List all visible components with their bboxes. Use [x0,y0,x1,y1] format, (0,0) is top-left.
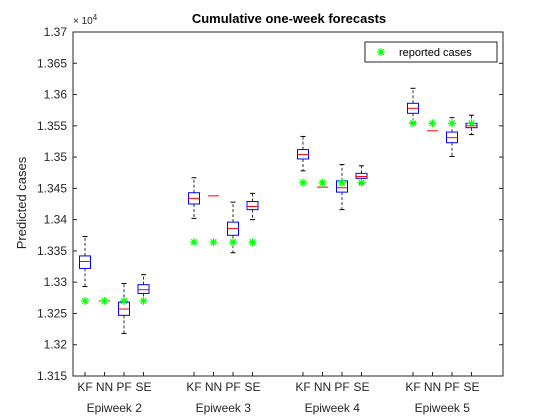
x-tick-label: SE [135,380,151,394]
y-tick-label: 1.36 [44,88,68,102]
reported-case-marker [229,238,237,247]
y-tick-label: 1.345 [37,181,67,195]
y-tick-label: 1.34 [44,213,68,227]
reported-case-marker [428,119,437,128]
x-tick-label: KF [77,380,92,394]
reported-case-marker [467,119,476,128]
y-tick-label: 1.365 [37,56,67,70]
reported-case-marker [81,296,89,305]
x-tick-label: NN [314,380,331,394]
y-tick-label: 1.355 [37,119,67,133]
y-tick-label: 1.32 [44,338,68,352]
y-axis-label: Predicted cases [14,156,29,249]
x-tick-label: NN [96,380,113,394]
reported-case-marker [338,178,346,187]
y-tick-label: 1.335 [37,244,67,258]
reported-case-marker [299,178,307,187]
box-kf [79,255,91,269]
y-tick-label: 1.33 [44,275,68,289]
plot-area: 1.315 1.32 1.325 1.33 1.335 1.34 1.345 1.35 1.35… [37,13,504,415]
box-se [355,172,368,179]
group-label: Epiweek 3 [196,401,252,415]
reported-case-marker [139,296,148,305]
legend-marker [377,48,385,56]
group-label: Epiweek 2 [87,401,143,415]
legend-box [364,41,498,63]
x-tick-label: PF [334,380,349,394]
y-tick-label: 1.35 [44,150,68,164]
x-tick-label: PF [225,380,240,394]
y-tick-label: 1.37 [44,25,68,39]
reported-case-marker [357,178,366,187]
x-tick-label: SE [353,380,369,394]
y-tick-label: 1.325 [37,306,67,320]
x-tick-label: KF [295,380,310,394]
reported-case-marker [209,238,218,247]
chart-title: Cumulative one-week forecasts [192,11,386,26]
x-tick-label: PF [444,380,459,394]
y-exponent-power: 4 [93,13,98,22]
box-se [137,284,150,294]
reported-case-marker [409,119,417,128]
x-tick-label: NN [424,380,441,394]
reported-case-marker [190,238,198,247]
y-exponent-label: × 104 [73,13,98,27]
x-tick-label: PF [116,380,131,394]
legend-label: reported cases [399,47,472,59]
y-tick-label: 1.315 [37,369,67,383]
reported-case-marker [318,178,327,187]
group-label: Epiweek 4 [305,401,361,415]
reported-case-marker [100,296,109,305]
reported-case-marker [248,238,257,247]
group-label: Epiweek 5 [415,401,471,415]
axes-box [72,31,504,377]
x-tick-label: SE [244,380,260,394]
x-tick-label: KF [405,380,420,394]
x-tick-label: KF [186,380,201,394]
reported-case-marker [448,119,456,128]
x-tick-label: SE [463,380,479,394]
box-se [246,200,259,211]
x-tick-label: NN [205,380,222,394]
reported-case-marker [120,296,128,305]
